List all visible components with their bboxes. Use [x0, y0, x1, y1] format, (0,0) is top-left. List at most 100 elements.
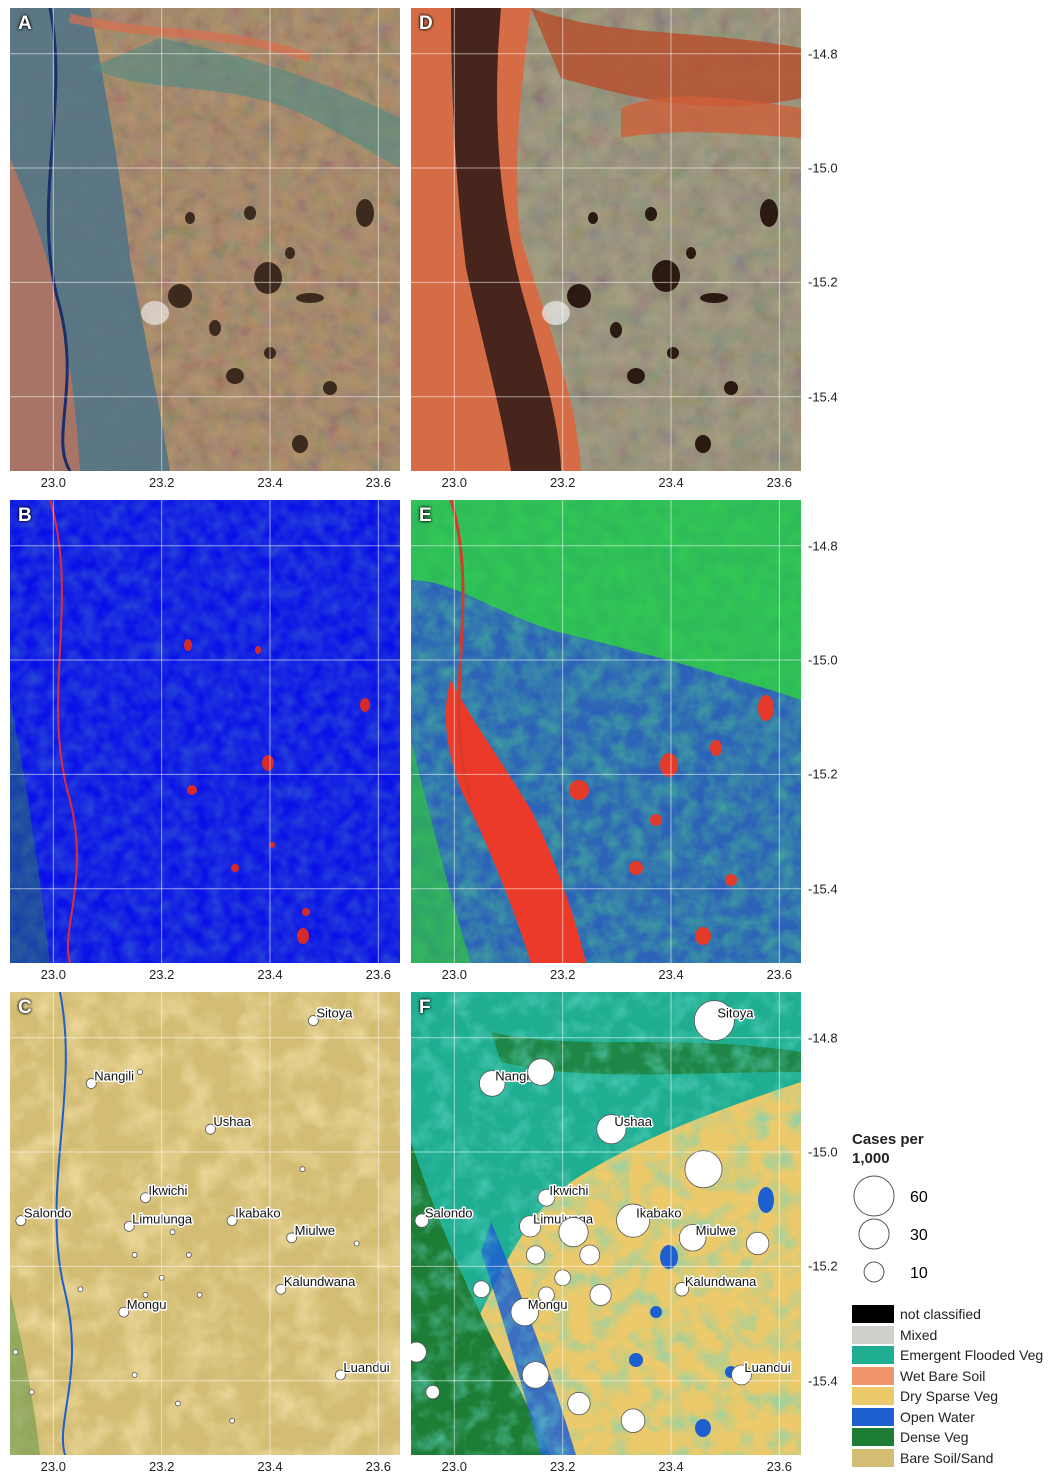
x-tick-label: 23.6 — [365, 967, 391, 982]
town-label: Kalundwana — [284, 1274, 356, 1289]
legend-size-title: Cases per 1,000 — [852, 1131, 924, 1167]
x-tick-label: 23.2 — [550, 1459, 576, 1474]
class-legend-item: Wet Bare Soil — [852, 1366, 986, 1385]
town-label: Ikwichi — [549, 1183, 588, 1198]
town-marker — [131, 1252, 138, 1258]
town-marker — [85, 1078, 97, 1089]
size-legend-circle — [863, 1261, 885, 1283]
town-label: Luandui — [343, 1360, 389, 1375]
graticule — [10, 992, 400, 1455]
x-tick-label: 23.4 — [658, 967, 684, 982]
graticule — [10, 500, 400, 963]
town-label: Salondo — [24, 1206, 72, 1221]
class-label: Wet Bare Soil — [900, 1367, 986, 1384]
town-marker — [521, 1361, 550, 1389]
town-marker — [693, 1000, 735, 1042]
x-tick-label: 23.2 — [149, 475, 175, 490]
size-legend-label: 10 — [910, 1265, 928, 1282]
panel-label-b: B — [18, 505, 32, 526]
town-marker — [299, 1166, 306, 1173]
graticule — [411, 992, 801, 1455]
x-tick-label: 23.2 — [550, 967, 576, 982]
class-label: Dense Veg — [900, 1429, 969, 1445]
town-marker — [558, 1217, 589, 1248]
class-legend-item: Dry Sparse Veg — [852, 1387, 998, 1405]
town-label: Ikabako — [235, 1206, 281, 1221]
class-legend-item: Emergent Flooded Veg — [852, 1346, 1043, 1364]
town-marker — [425, 1384, 440, 1400]
y-tick-label: -14.8 — [808, 1030, 838, 1046]
town-marker — [142, 1292, 149, 1298]
town-marker — [15, 1215, 27, 1227]
class-swatch — [852, 1325, 894, 1344]
class-legend-item: not classified — [852, 1305, 981, 1323]
town-marker — [538, 1286, 555, 1304]
town-label: Ushaa — [213, 1114, 251, 1129]
town-label: Kalundwana — [685, 1274, 757, 1289]
town-marker — [527, 1058, 555, 1086]
x-tick-label: 23.4 — [257, 967, 283, 982]
class-swatch — [852, 1387, 894, 1405]
map-panel-e: E — [411, 500, 801, 963]
satellite-image-a — [10, 8, 400, 471]
town-marker — [746, 1231, 770, 1256]
town-marker — [353, 1240, 360, 1247]
composite-image-e — [411, 500, 801, 963]
composite-image-b — [10, 500, 400, 963]
town-label: Nangili — [495, 1068, 535, 1083]
town-label: Nangili — [94, 1068, 134, 1083]
town-marker — [226, 1215, 238, 1227]
class-swatch — [852, 1407, 894, 1426]
class-legend-item: Mixed — [852, 1325, 937, 1344]
town-label: Luandui — [744, 1360, 790, 1375]
y-tick-label: -14.8 — [808, 46, 838, 62]
y-tick-label: -15.0 — [808, 1144, 838, 1160]
x-tick-label: 23.2 — [149, 1459, 175, 1474]
map-panel-c: Sitoya Nangili Ushaa Ikwichi Salondo Limulung… — [10, 992, 400, 1455]
map-panel-a: A — [10, 8, 400, 471]
class-swatch — [852, 1428, 894, 1446]
x-tick-label: 23.4 — [257, 1459, 283, 1474]
town-marker — [567, 1391, 591, 1416]
class-label: Open Water — [900, 1408, 975, 1425]
size-legend-circle — [858, 1218, 890, 1250]
class-swatch — [852, 1346, 894, 1364]
town-marker — [77, 1286, 84, 1293]
town-marker — [275, 1283, 287, 1295]
class-legend-item: Bare Soil/Sand — [852, 1448, 993, 1467]
town-marker — [674, 1282, 690, 1297]
y-tick-label: -15.4 — [808, 389, 838, 405]
town-marker — [175, 1400, 181, 1407]
x-tick-label: 23.0 — [441, 1459, 467, 1474]
y-tick-label: -15.0 — [808, 652, 838, 668]
town-label: Ushaa — [614, 1114, 652, 1129]
class-label: Emergent Flooded Veg — [900, 1347, 1044, 1363]
satellite-image-d — [411, 8, 801, 471]
y-tick-label: -15.2 — [808, 1258, 838, 1274]
town-marker — [616, 1203, 651, 1238]
town-label: Miulwe — [696, 1223, 736, 1238]
map-panel-f: SitoyaNangiliUshaaIkwichiSalondoLimulung… — [411, 992, 801, 1455]
class-swatch — [852, 1448, 894, 1467]
x-tick-label: 23.6 — [766, 967, 792, 982]
town-marker — [479, 1070, 506, 1097]
town-marker — [525, 1245, 546, 1265]
map-panel-b: B — [10, 500, 400, 963]
town-marker — [131, 1372, 138, 1378]
town-marker — [731, 1364, 752, 1386]
town-marker — [589, 1283, 612, 1306]
x-tick-label: 23.2 — [550, 475, 576, 490]
town-marker — [335, 1369, 346, 1381]
y-tick-label: -15.2 — [808, 766, 838, 782]
x-tick-label: 23.6 — [766, 1459, 792, 1474]
town-marker — [205, 1123, 216, 1135]
class-legend-item: Open Water — [852, 1407, 975, 1426]
town-marker — [596, 1114, 627, 1145]
class-swatch — [852, 1366, 894, 1385]
town-marker — [196, 1292, 203, 1298]
town-marker — [123, 1220, 135, 1232]
y-tick-label: -15.4 — [808, 881, 838, 897]
town-marker — [684, 1150, 723, 1189]
x-tick-label: 23.0 — [40, 967, 66, 982]
x-tick-label: 23.2 — [149, 967, 175, 982]
